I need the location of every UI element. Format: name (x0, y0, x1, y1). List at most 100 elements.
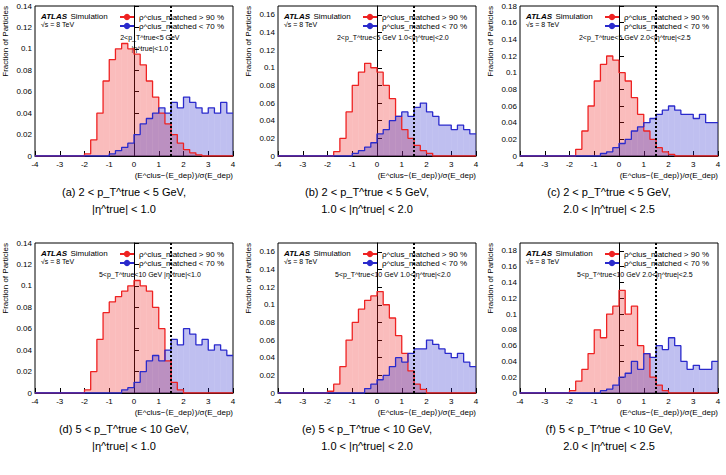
svg-text:0.16: 0.16 (259, 247, 275, 256)
svg-text:0.16: 0.16 (259, 10, 275, 19)
svg-text:(f) 5 < p_T^true < 10 GeV,: (f) 5 < p_T^true < 10 GeV, (545, 423, 672, 435)
svg-text:|η^true| < 1.0: |η^true| < 1.0 (92, 203, 156, 215)
svg-text:2<p_T^true<5 GeV 2.0<|η^true|<: 2<p_T^true<5 GeV 2.0<|η^true|<2.5 (579, 34, 691, 42)
svg-text:0.12: 0.12 (259, 283, 275, 292)
svg-text:|η^true| < 1.0: |η^true| < 1.0 (92, 440, 156, 452)
svg-text:1: 1 (642, 397, 647, 406)
svg-text:4: 4 (716, 397, 721, 406)
svg-text:2: 2 (181, 397, 186, 406)
svg-text:Simulation: Simulation (555, 249, 592, 258)
svg-text:0: 0 (617, 397, 622, 406)
svg-text:Simulation: Simulation (70, 12, 107, 21)
svg-text:3: 3 (206, 397, 211, 406)
svg-text:0.1: 0.1 (264, 300, 276, 309)
svg-text:Simulation: Simulation (555, 12, 592, 21)
svg-text:2.0 < |η^true| < 2.5: 2.0 < |η^true| < 2.5 (563, 203, 655, 215)
svg-text:0.1: 0.1 (21, 44, 33, 53)
svg-text:3: 3 (449, 160, 454, 169)
svg-text:ρ^clus_matched > 90 %: ρ^clus_matched > 90 % (139, 13, 224, 22)
svg-text:0: 0 (132, 397, 137, 406)
svg-text:3: 3 (206, 160, 211, 169)
svg-text:-4: -4 (274, 160, 282, 169)
svg-text:ATLAS: ATLAS (40, 249, 68, 258)
svg-text:-4: -4 (516, 160, 524, 169)
svg-text:0: 0 (375, 160, 380, 169)
svg-text:3: 3 (691, 160, 696, 169)
svg-text:-4: -4 (31, 397, 39, 406)
svg-text:-3: -3 (299, 397, 307, 406)
svg-text:0.1: 0.1 (21, 281, 33, 290)
svg-text:Fraction of Particles: Fraction of Particles (1, 243, 10, 314)
svg-text:0.06: 0.06 (259, 336, 275, 345)
svg-text:Fraction of Particles: Fraction of Particles (486, 243, 495, 314)
svg-text:0.12: 0.12 (501, 52, 517, 61)
svg-text:0.14: 0.14 (259, 28, 275, 37)
svg-text:0.02: 0.02 (259, 134, 275, 143)
svg-text:Fraction of Particles: Fraction of Particles (244, 243, 253, 314)
svg-text:0.16: 0.16 (501, 262, 517, 271)
svg-text:0.02: 0.02 (16, 367, 32, 376)
svg-text:ATLAS: ATLAS (283, 249, 311, 258)
svg-text:0.18: 0.18 (501, 2, 517, 11)
svg-text:0.06: 0.06 (501, 341, 517, 350)
svg-text:0.02: 0.02 (16, 130, 32, 139)
svg-text:0.14: 0.14 (259, 265, 275, 274)
svg-text:ρ^clus_matched > 90 %: ρ^clus_matched > 90 % (139, 250, 224, 259)
svg-text:√s = 8 TeV: √s = 8 TeV (284, 21, 317, 28)
svg-text:ρ^clus_matched < 70 %: ρ^clus_matched < 70 % (382, 259, 467, 268)
svg-text:(a) 2 < p_T^true < 5 GeV,: (a) 2 < p_T^true < 5 GeV, (62, 186, 186, 198)
svg-text:Simulation: Simulation (313, 12, 350, 21)
svg-text:ρ^clus_matched > 90 %: ρ^clus_matched > 90 % (382, 250, 467, 259)
svg-text:-3: -3 (541, 397, 549, 406)
svg-text:-1: -1 (349, 160, 357, 169)
svg-text:0.06: 0.06 (501, 102, 517, 111)
svg-text:0.04: 0.04 (501, 118, 517, 127)
svg-text:4: 4 (716, 160, 721, 169)
svg-text:2: 2 (666, 160, 671, 169)
svg-text:-2: -2 (324, 397, 332, 406)
svg-text:ρ^clus_matched < 70 %: ρ^clus_matched < 70 % (139, 259, 224, 268)
svg-text:2: 2 (424, 397, 429, 406)
svg-text:3: 3 (449, 397, 454, 406)
svg-text:0.14: 0.14 (501, 35, 517, 44)
svg-text:0.02: 0.02 (501, 135, 517, 144)
svg-text:Simulation: Simulation (313, 249, 350, 258)
svg-text:2: 2 (666, 397, 671, 406)
svg-text:0.12: 0.12 (16, 260, 32, 269)
svg-text:(e) 5 < p_T^true < 10 GeV,: (e) 5 < p_T^true < 10 GeV, (302, 423, 432, 435)
svg-text:1.0 < |η^true| < 2.0: 1.0 < |η^true| < 2.0 (321, 203, 413, 215)
svg-text:(d) 5 < p_T^true < 10 GeV,: (d) 5 < p_T^true < 10 GeV, (59, 423, 189, 435)
svg-text:5<p_T^true<10 GeV |η^true|<1.0: 5<p_T^true<10 GeV |η^true|<1.0 (99, 271, 201, 279)
svg-text:0: 0 (132, 160, 137, 169)
svg-text:0.04: 0.04 (501, 357, 517, 366)
svg-text:(b) 2 < p_T^true < 5 GeV,: (b) 2 < p_T^true < 5 GeV, (305, 186, 429, 198)
svg-text:1: 1 (642, 160, 647, 169)
svg-text:0.02: 0.02 (259, 371, 275, 380)
svg-text:0.08: 0.08 (16, 303, 32, 312)
svg-text:2: 2 (181, 160, 186, 169)
svg-text:(E^clus−⟨E_dep⟩)/σ(E_dep): (E^clus−⟨E_dep⟩)/σ(E_dep) (135, 408, 234, 417)
svg-text:(E^clus−⟨E_dep⟩)/σ(E_dep): (E^clus−⟨E_dep⟩)/σ(E_dep) (378, 171, 477, 180)
svg-text:0.14: 0.14 (16, 2, 32, 11)
svg-text:0: 0 (375, 397, 380, 406)
svg-text:1: 1 (400, 397, 405, 406)
svg-text:-4: -4 (516, 397, 524, 406)
svg-text:-1: -1 (591, 160, 599, 169)
svg-text:-1: -1 (349, 397, 357, 406)
svg-text:0.08: 0.08 (259, 81, 275, 90)
svg-text:(E^clus−⟨E_dep⟩)/σ(E_dep): (E^clus−⟨E_dep⟩)/σ(E_dep) (620, 171, 719, 180)
svg-text:1: 1 (400, 160, 405, 169)
svg-text:4: 4 (474, 160, 479, 169)
svg-text:ρ^clus_matched < 70 %: ρ^clus_matched < 70 % (624, 22, 709, 31)
svg-text:-3: -3 (56, 397, 64, 406)
svg-text:ATLAS: ATLAS (525, 12, 553, 21)
svg-text:√s = 8 TeV: √s = 8 TeV (526, 21, 559, 28)
svg-text:-1: -1 (106, 160, 114, 169)
svg-text:ATLAS: ATLAS (525, 249, 553, 258)
svg-text:2<p_T^true<5 GeV 1.0<|η^true|<: 2<p_T^true<5 GeV 1.0<|η^true|<2.0 (337, 34, 449, 42)
svg-text:0.08: 0.08 (16, 66, 32, 75)
svg-text:-3: -3 (541, 160, 549, 169)
svg-text:√s = 8 TeV: √s = 8 TeV (41, 258, 74, 265)
svg-text:-2: -2 (324, 160, 332, 169)
svg-text:(E^clus−⟨E_dep⟩)/σ(E_dep): (E^clus−⟨E_dep⟩)/σ(E_dep) (620, 408, 719, 417)
